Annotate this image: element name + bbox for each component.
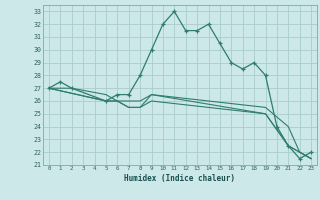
X-axis label: Humidex (Indice chaleur): Humidex (Indice chaleur) bbox=[124, 174, 236, 183]
